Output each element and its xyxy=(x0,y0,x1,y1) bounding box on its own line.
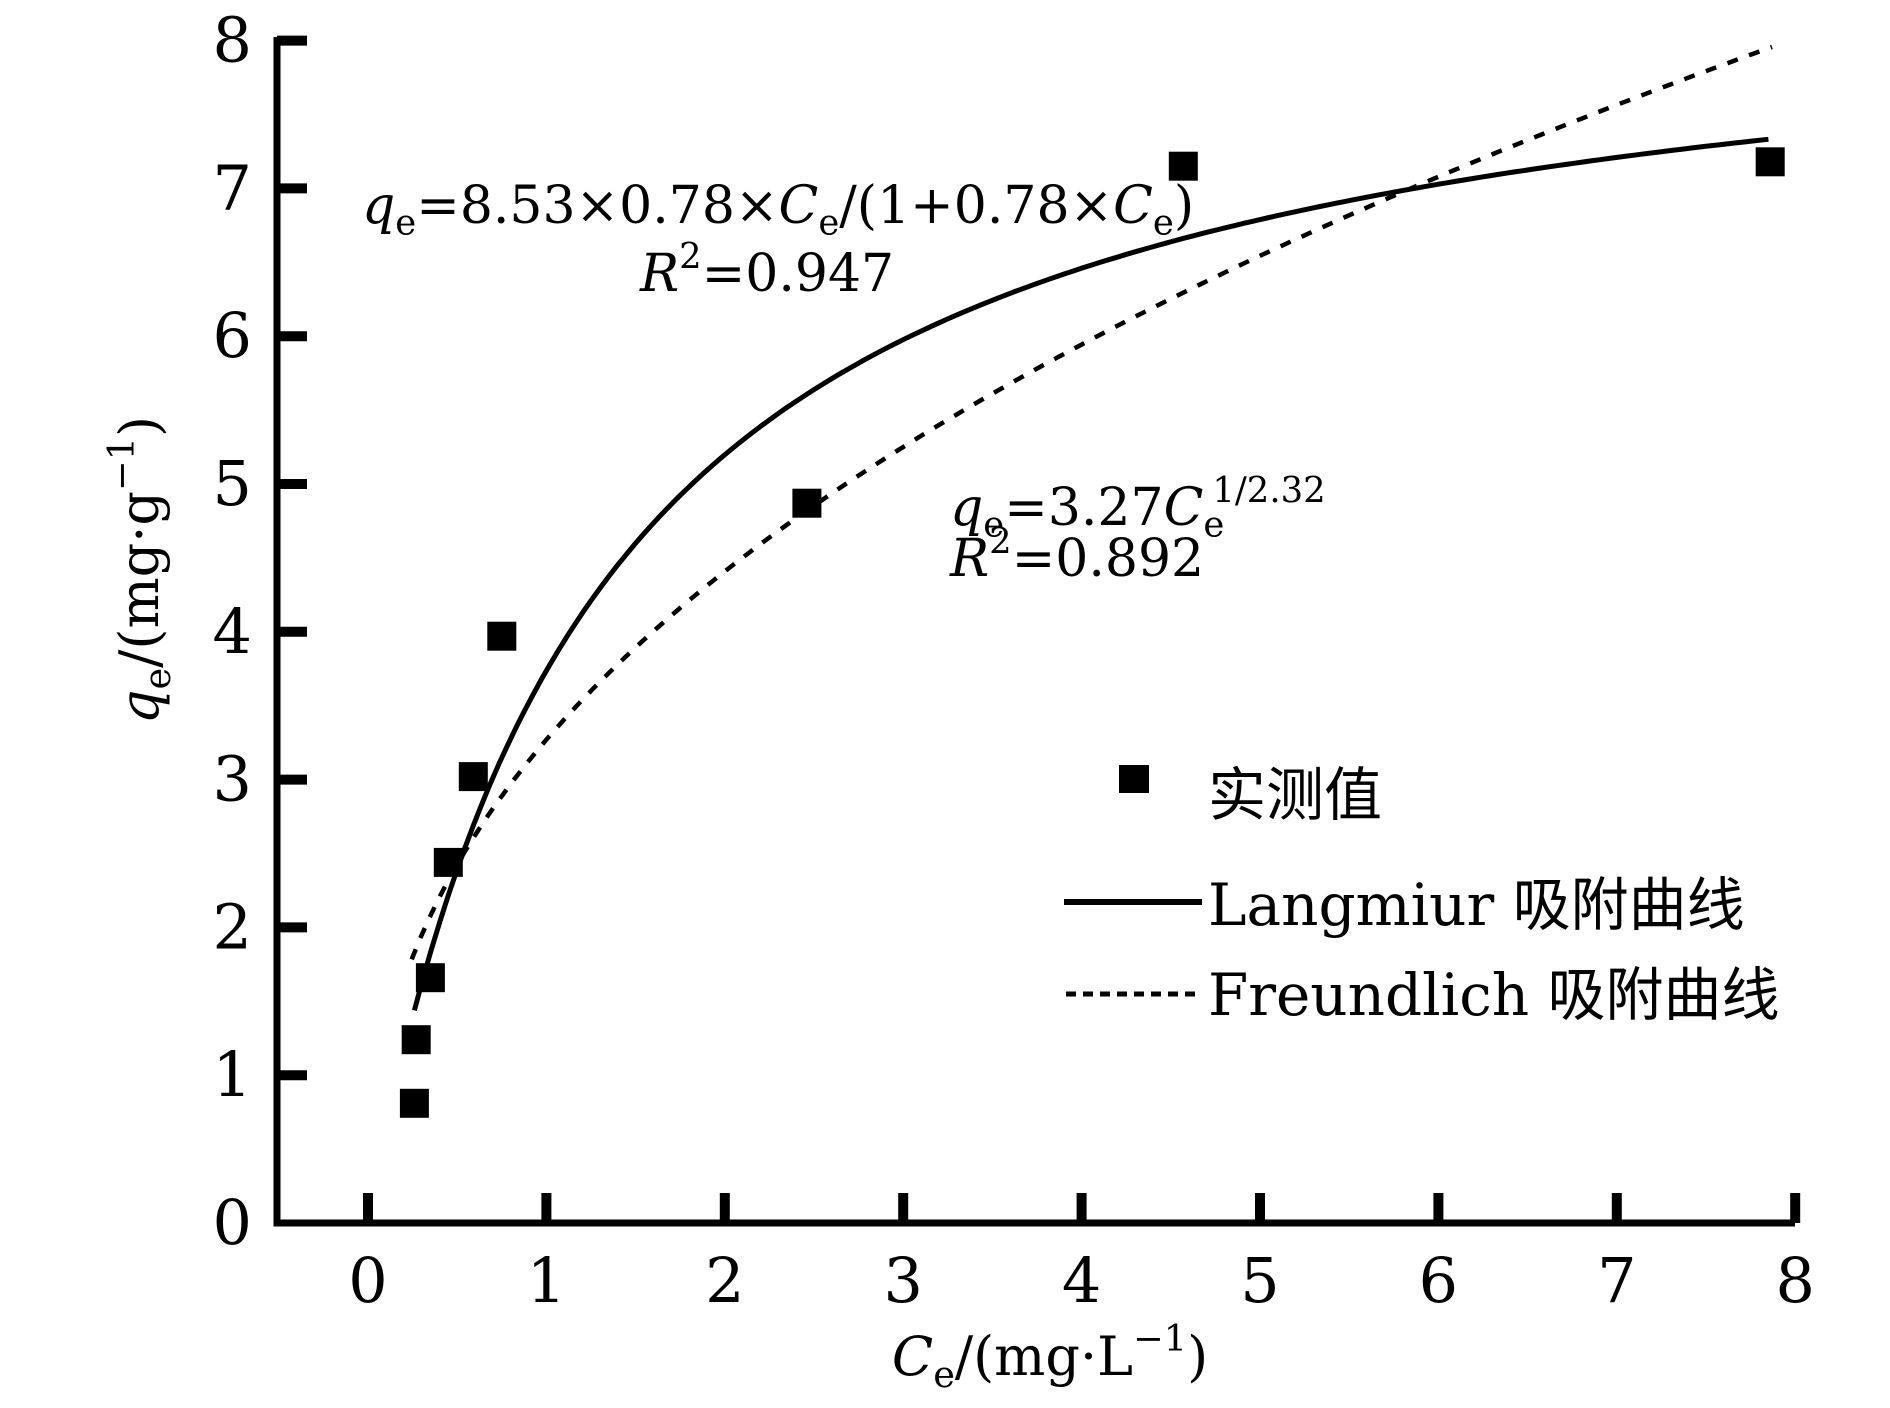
x-axis-tick-label: 0 xyxy=(348,1244,387,1317)
x-axis-tick-label: 8 xyxy=(1775,1244,1814,1317)
legend-marker-square xyxy=(1119,765,1149,793)
y-axis: 0 1 2 3 4 5 6 7 8 xyxy=(213,4,307,1259)
langmuir-equation-line-2: R2=0.947 xyxy=(639,236,894,304)
x-axis-tick-label: 4 xyxy=(1062,1244,1101,1317)
y-axis-tick-label: 3 xyxy=(213,743,252,816)
axes-frame xyxy=(273,37,1795,1227)
x-axis-tick-label: 7 xyxy=(1597,1244,1636,1317)
freundlich-equation-line-2: R2=0.892 xyxy=(949,521,1204,589)
y-axis-tick-label: 4 xyxy=(213,595,252,668)
x-axis-tick-label: 1 xyxy=(527,1244,566,1317)
data-point-square xyxy=(458,762,488,792)
y-axis-tick-label: 8 xyxy=(213,4,252,77)
measured-points xyxy=(399,147,1785,1118)
y-axis-tick-label: 1 xyxy=(213,1038,252,1111)
x-axis-tick-label: 6 xyxy=(1419,1244,1458,1317)
langmuir-equation-line-1: qe=8.53×0.78×Ce/(1+0.78×Ce) xyxy=(362,176,1194,243)
data-point-square xyxy=(792,488,822,518)
legend-label: Freundlich 吸附曲线 xyxy=(1208,961,1780,1029)
data-point-square xyxy=(399,1088,429,1118)
x-axis-tick-label: 3 xyxy=(883,1244,922,1317)
legend-label: Langmiur 吸附曲线 xyxy=(1208,871,1745,939)
y-axis-tick-label: 2 xyxy=(213,890,252,963)
y-axis-tick-label: 7 xyxy=(213,151,252,224)
legend-label: 实测值 xyxy=(1208,761,1382,829)
y-axis-tick-label: 5 xyxy=(213,447,252,520)
data-point-square xyxy=(433,847,463,877)
x-axis: 0 1 2 3 4 5 6 7 8 xyxy=(348,1193,1815,1317)
data-point-square xyxy=(1168,151,1198,181)
y-axis-title: qe/(mg·g−1) xyxy=(100,416,179,724)
langmuir-curve xyxy=(411,136,1769,1012)
data-point-square xyxy=(415,963,445,993)
y-axis-tick-label: 6 xyxy=(213,299,252,372)
x-axis-title: Ce/(mg·L−1) xyxy=(892,1317,1208,1396)
data-point-square xyxy=(401,1025,431,1055)
x-axis-tick-label: 5 xyxy=(1240,1244,1279,1317)
freundlich-equation-line-1: qe=3.27Ce1/2.32 xyxy=(950,470,1326,545)
legend: 实测值 Langmiur 吸附曲线 Freundlich 吸附曲线 xyxy=(1064,761,1780,1029)
data-point-square xyxy=(1755,147,1785,177)
x-axis-tick-label: 2 xyxy=(705,1244,744,1317)
data-point-square xyxy=(487,621,517,651)
freundlich-curve xyxy=(409,44,1773,961)
y-axis-tick-label: 0 xyxy=(213,1186,252,1259)
